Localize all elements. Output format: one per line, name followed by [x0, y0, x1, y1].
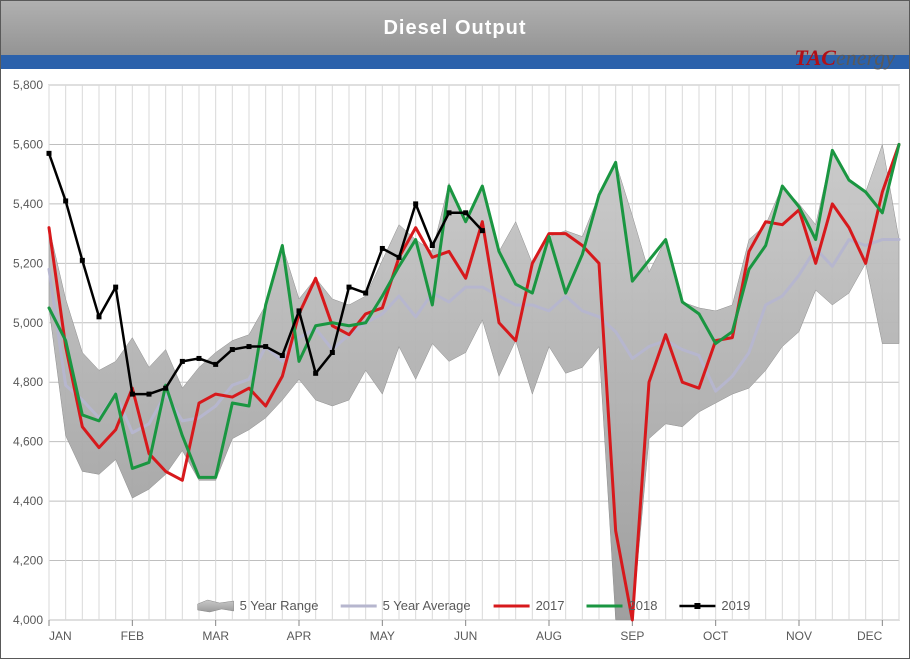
chart-title: Diesel Output	[383, 17, 526, 40]
svg-text:2018: 2018	[629, 598, 658, 613]
logo-left: TAC	[794, 45, 836, 70]
svg-text:NOV: NOV	[786, 629, 812, 643]
svg-text:5,000: 5,000	[13, 316, 43, 330]
svg-text:5,400: 5,400	[13, 197, 43, 211]
svg-text:4,600: 4,600	[13, 435, 43, 449]
svg-text:5 Year Average: 5 Year Average	[383, 598, 471, 613]
svg-text:JAN: JAN	[49, 629, 72, 643]
svg-text:5,600: 5,600	[13, 137, 43, 151]
svg-text:DEC: DEC	[857, 629, 883, 643]
svg-text:2019: 2019	[721, 598, 750, 613]
accent-bar	[1, 55, 909, 69]
svg-text:2017: 2017	[536, 598, 565, 613]
svg-text:MAY: MAY	[370, 629, 395, 643]
svg-text:APR: APR	[287, 629, 312, 643]
svg-text:JUN: JUN	[454, 629, 477, 643]
svg-text:SEP: SEP	[620, 629, 644, 643]
svg-text:AUG: AUG	[536, 629, 562, 643]
chart-area: 4,000 4,200 4,400 4,600 4,800 5,000 5,200 5,400…	[1, 69, 909, 658]
logo-right: energy	[836, 45, 895, 70]
svg-text:MAR: MAR	[202, 629, 229, 643]
svg-text:4,400: 4,400	[13, 494, 43, 508]
brand-logo: TACenergy	[794, 45, 895, 71]
title-bar: Diesel Output	[1, 1, 909, 55]
svg-text:4,000: 4,000	[13, 613, 43, 627]
svg-text:5 Year Range: 5 Year Range	[240, 598, 319, 613]
svg-text:4,200: 4,200	[13, 554, 43, 568]
svg-text:5,200: 5,200	[13, 256, 43, 270]
svg-text:5,800: 5,800	[13, 78, 43, 92]
chart-svg: 4,000 4,200 4,400 4,600 4,800 5,000 5,200 5,400…	[1, 69, 910, 659]
chart-container: Diesel Output TACenergy 4,0004,2004,4004…	[0, 0, 910, 659]
svg-text:4,800: 4,800	[13, 375, 43, 389]
svg-text:FEB: FEB	[121, 629, 144, 643]
svg-text:OCT: OCT	[703, 629, 729, 643]
